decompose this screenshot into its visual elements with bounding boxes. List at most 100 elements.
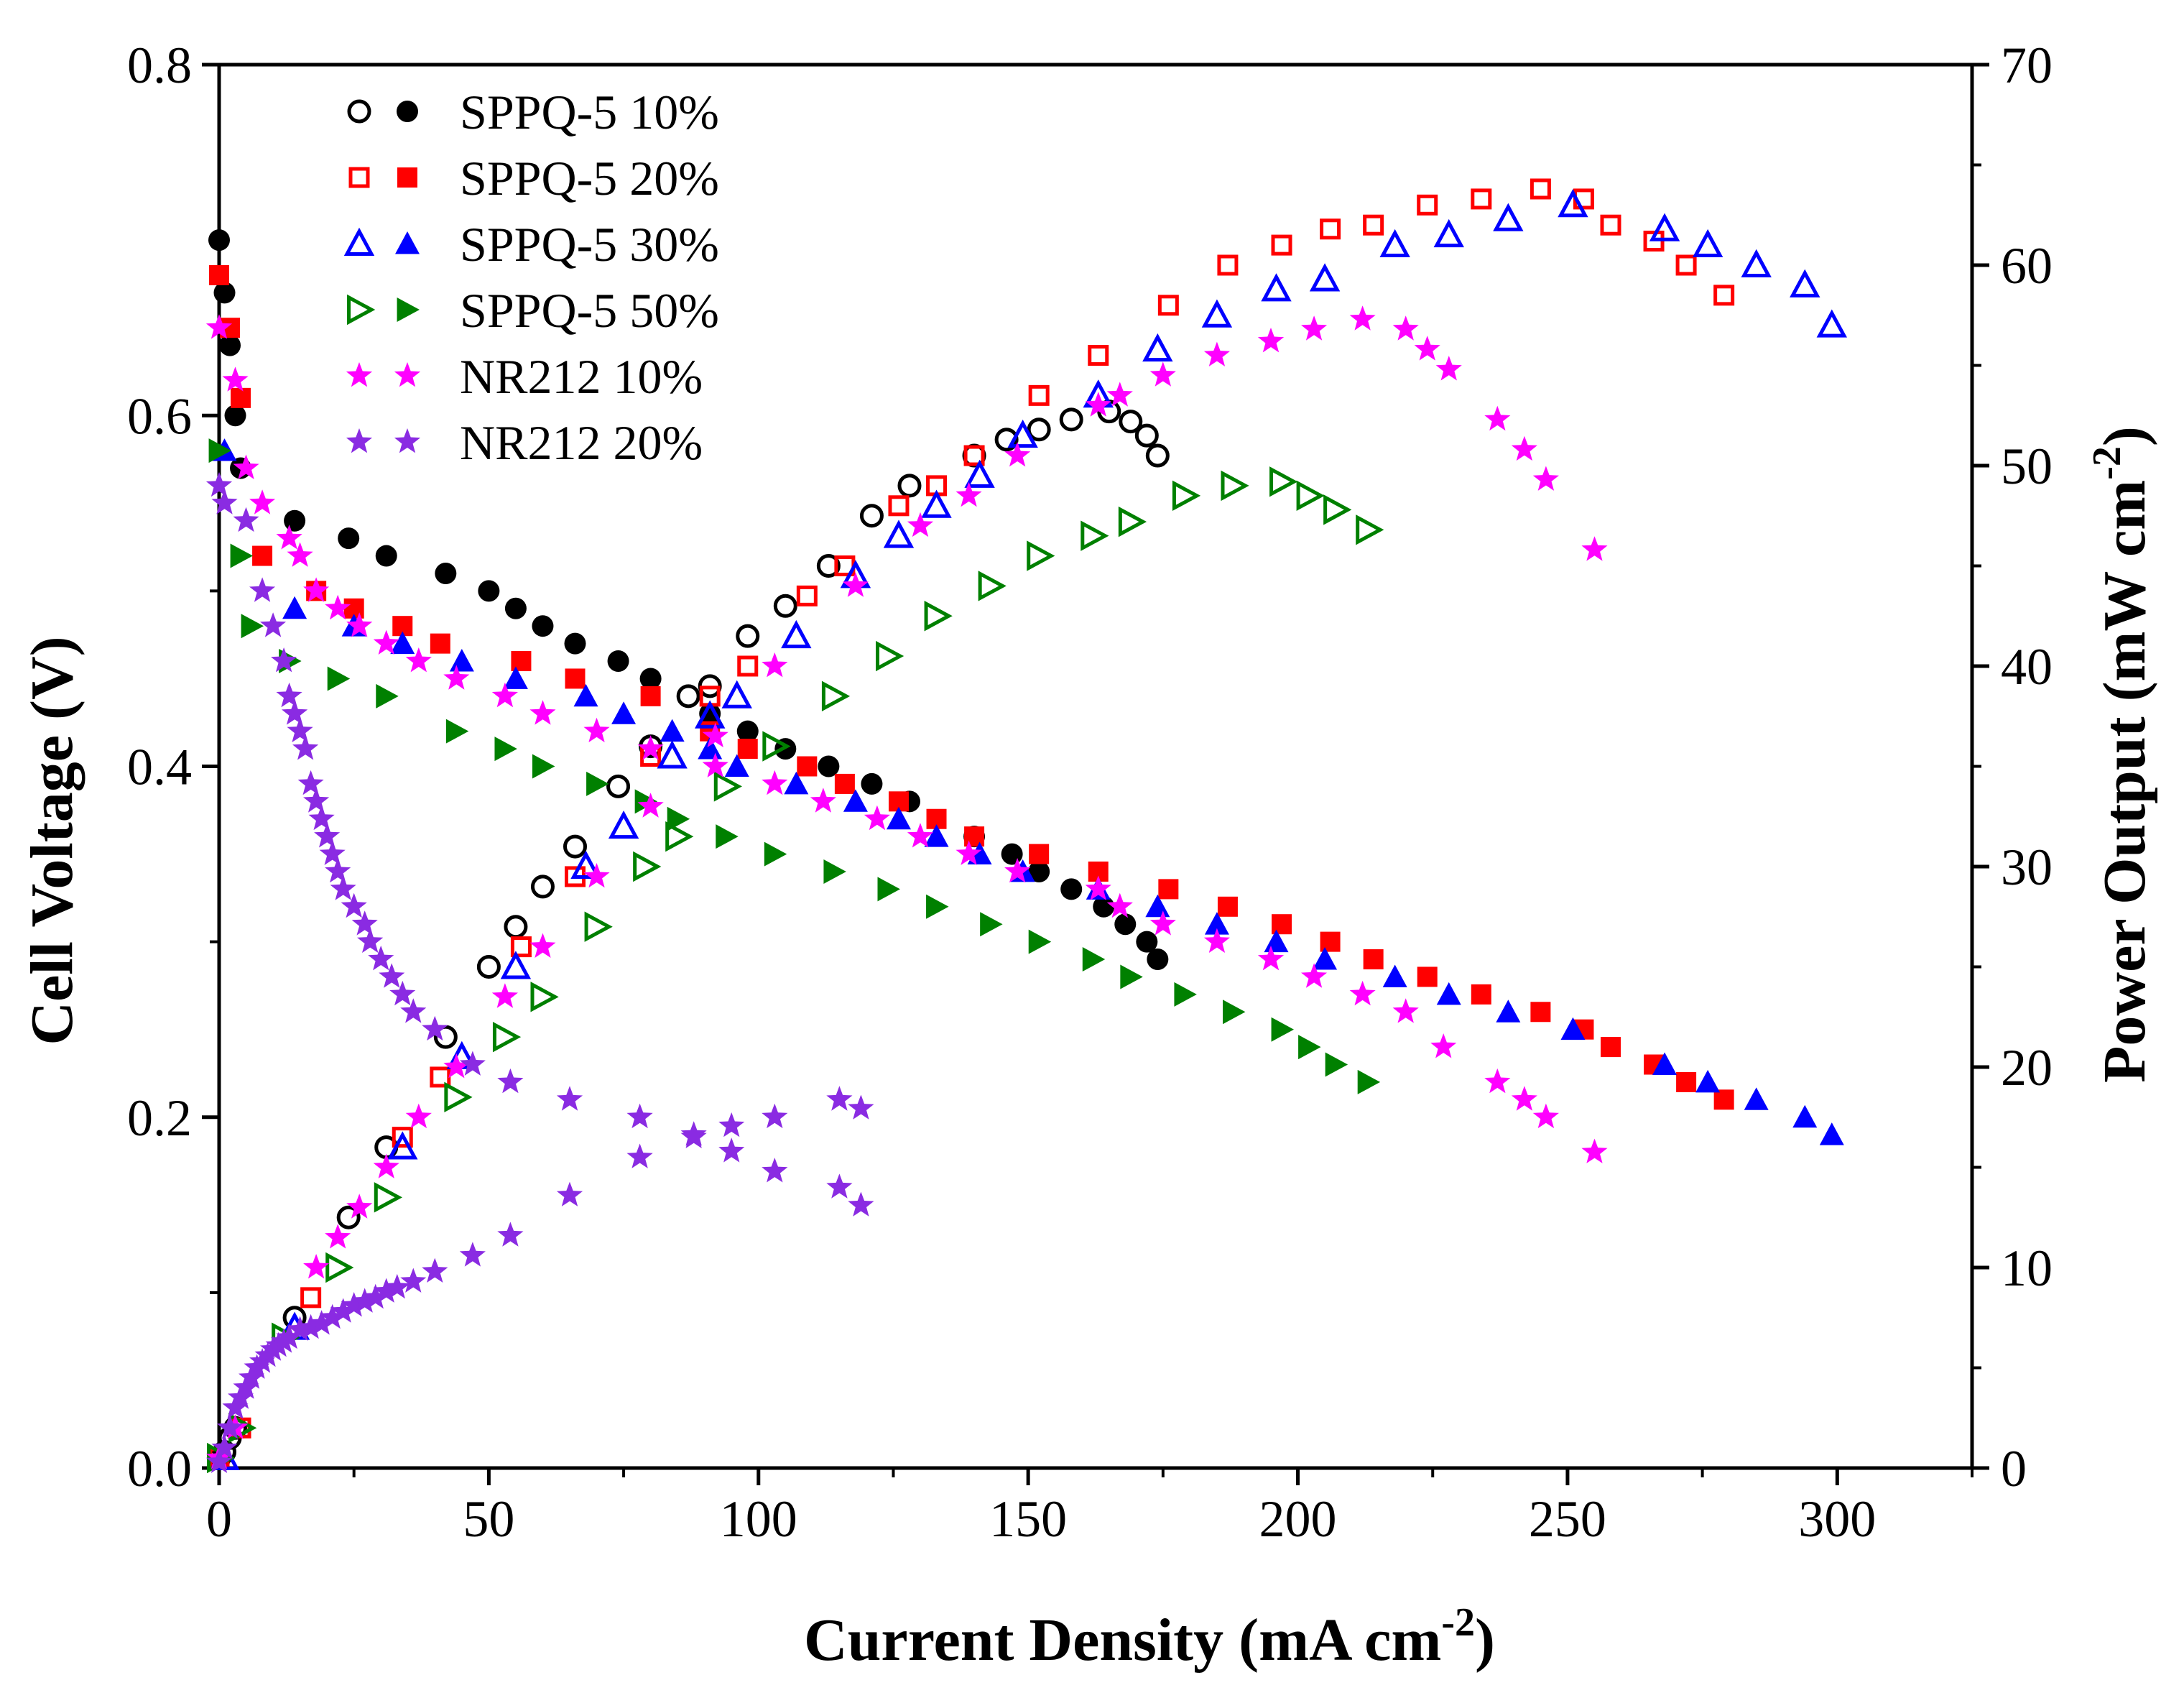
voltage-point: [634, 789, 658, 814]
power-point: [964, 459, 995, 488]
power-point: [1172, 480, 1201, 512]
voltage-point: [1203, 928, 1230, 953]
power-point: [1532, 466, 1559, 491]
power-point: [330, 1298, 356, 1323]
voltage-point: [233, 507, 259, 532]
legend-label: NR212 10%: [460, 349, 703, 404]
power-point: [373, 1278, 399, 1303]
power-point: [713, 771, 742, 802]
voltage-point: [556, 1086, 583, 1111]
voltage-point: [503, 666, 528, 689]
voltage-point: [1217, 896, 1238, 917]
power-point: [956, 481, 982, 507]
power-point: [848, 1191, 874, 1217]
voltage-point: [1560, 1017, 1586, 1040]
x-tick-label: 100: [720, 1490, 797, 1548]
power-point: [319, 1303, 346, 1329]
y-tick-label: 0.0: [127, 1440, 192, 1497]
voltage-point: [877, 877, 900, 902]
power-point: [387, 1131, 418, 1160]
voltage-point: [864, 805, 890, 831]
voltage-point: [276, 525, 302, 550]
power-point: [308, 1310, 335, 1335]
voltage-point: [1158, 879, 1179, 900]
voltage-point: [1060, 878, 1083, 900]
power-point: [859, 504, 884, 528]
voltage-point: [737, 739, 758, 760]
power-point: [1600, 214, 1621, 236]
voltage-point: [260, 612, 287, 637]
voltage-point: [699, 703, 721, 725]
voltage-point: [1436, 982, 1461, 1005]
voltage-point: [611, 701, 637, 724]
power-point: [1257, 328, 1285, 353]
y2-tick-label: 60: [2001, 237, 2053, 295]
power-point: [422, 1257, 448, 1283]
x-tick-label: 150: [989, 1490, 1067, 1548]
power-point: [1296, 480, 1325, 512]
voltage-point: [667, 806, 690, 831]
power-point: [1493, 203, 1524, 231]
power-point: [346, 1194, 373, 1219]
voltage-point: [249, 489, 276, 514]
power-point: [1004, 442, 1031, 467]
legend-marker-power: [348, 167, 370, 188]
power-point: [325, 1224, 351, 1249]
power-point: [276, 1324, 302, 1349]
voltage-point: [1272, 914, 1292, 935]
power-point: [1349, 305, 1376, 331]
voltage-point: [252, 545, 273, 566]
power-point: [374, 1182, 402, 1213]
voltage-point: [573, 683, 598, 707]
plot-border: [217, 63, 1974, 1470]
voltage-point: [660, 719, 685, 742]
y-axis-title: Cell Voltage (V): [19, 636, 85, 1045]
power-point: [584, 911, 613, 942]
voltage-point: [1600, 1037, 1621, 1058]
voltage-point: [1382, 964, 1407, 987]
power-point: [762, 731, 791, 762]
legend-marker-power: [346, 428, 373, 453]
power-point: [978, 571, 1007, 601]
voltage-point: [297, 770, 324, 795]
power-point: [351, 1288, 378, 1313]
power-point: [530, 982, 559, 1012]
voltage-point: [639, 668, 662, 690]
voltage-point: [213, 282, 236, 304]
legend-label: SPPQ-5 10%: [460, 85, 719, 139]
voltage-point: [308, 805, 335, 831]
y2-tick-label: 40: [2001, 638, 2053, 696]
power-point: [1145, 443, 1170, 468]
power-point: [1511, 435, 1537, 461]
power-point: [443, 1053, 470, 1079]
voltage-point: [1085, 875, 1111, 900]
voltage-point: [762, 1103, 788, 1129]
power-point: [1323, 494, 1352, 525]
power-point: [1363, 214, 1384, 236]
power-point: [1027, 540, 1055, 571]
voltage-point: [504, 597, 527, 619]
legend-marker-voltage: [394, 362, 421, 387]
power-point: [373, 1153, 399, 1178]
power-point: [1471, 188, 1492, 210]
power-point: [500, 951, 532, 979]
voltage-point: [980, 912, 1003, 937]
power-point: [606, 774, 631, 798]
legend-label: SPPQ-5 50%: [460, 283, 719, 338]
voltage-point: [861, 772, 883, 795]
voltage-point: [1271, 1017, 1295, 1042]
voltage-point: [205, 471, 233, 497]
voltage-point: [375, 545, 397, 567]
power-point: [907, 512, 934, 537]
power-point: [459, 1242, 486, 1267]
voltage-point: [1004, 858, 1031, 883]
power-point: [1106, 382, 1133, 407]
voltage-point: [327, 666, 351, 691]
y2-tick-label: 20: [2001, 1039, 2053, 1097]
voltage-point: [1120, 964, 1143, 989]
y2-tick-label: 50: [2001, 438, 2053, 495]
power-point: [1261, 273, 1292, 302]
legend-marker-power: [346, 362, 373, 387]
voltage-point: [222, 366, 249, 392]
legend-marker-voltage: [397, 101, 418, 122]
